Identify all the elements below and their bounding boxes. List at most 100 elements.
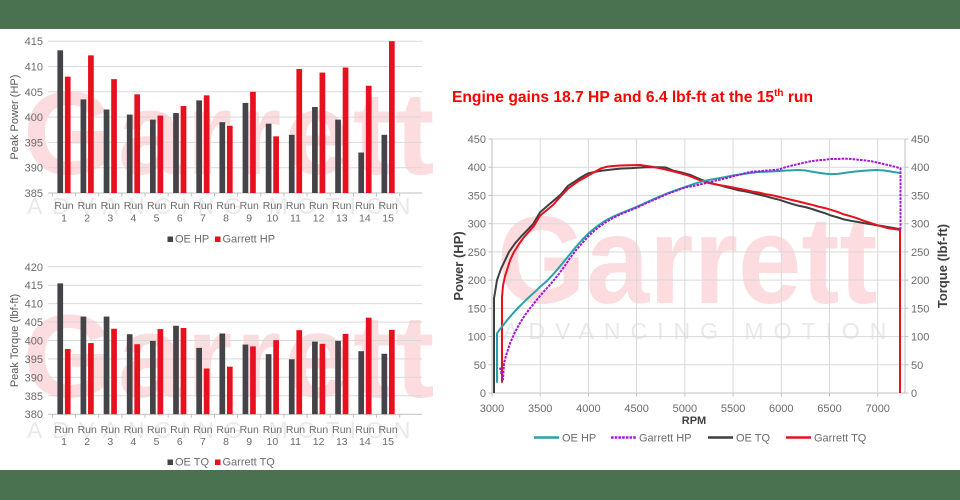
svg-text:50: 50: [911, 360, 923, 372]
svg-text:400: 400: [25, 336, 43, 348]
svg-text:OE TQ: OE TQ: [175, 457, 209, 469]
svg-text:200: 200: [911, 275, 929, 287]
svg-text:Garrett TQ: Garrett TQ: [814, 433, 867, 445]
svg-text:6: 6: [177, 212, 183, 224]
svg-text:Peak Power (HP): Peak Power (HP): [9, 75, 21, 160]
svg-text:Run: Run: [240, 200, 259, 212]
svg-text:Run: Run: [147, 424, 166, 436]
svg-text:150: 150: [911, 303, 929, 315]
svg-text:400: 400: [911, 162, 929, 174]
svg-text:5: 5: [154, 436, 160, 448]
svg-text:385: 385: [25, 391, 43, 403]
svg-text:Run: Run: [170, 424, 189, 436]
svg-text:Run: Run: [263, 424, 282, 436]
svg-text:400: 400: [25, 112, 43, 124]
svg-text:395: 395: [25, 354, 43, 366]
svg-text:350: 350: [468, 190, 486, 202]
svg-text:RPM: RPM: [682, 415, 706, 427]
svg-text:250: 250: [911, 247, 929, 259]
svg-text:5500: 5500: [721, 403, 745, 415]
svg-text:9: 9: [246, 436, 252, 448]
svg-text:10: 10: [267, 436, 279, 448]
svg-text:14: 14: [359, 212, 371, 224]
svg-text:Garrett HP: Garrett HP: [223, 234, 276, 246]
svg-text:400: 400: [468, 162, 486, 174]
svg-text:415: 415: [25, 36, 43, 48]
svg-text:Run: Run: [78, 200, 97, 212]
svg-text:5: 5: [154, 212, 160, 224]
svg-text:Run: Run: [355, 424, 374, 436]
svg-text:Run: Run: [286, 424, 305, 436]
svg-text:4: 4: [130, 436, 136, 448]
svg-text:Run: Run: [124, 424, 143, 436]
svg-text:6500: 6500: [817, 403, 841, 415]
svg-text:7: 7: [200, 436, 206, 448]
svg-text:11: 11: [290, 212, 301, 224]
svg-text:12: 12: [313, 212, 325, 224]
svg-text:395: 395: [25, 137, 43, 149]
svg-text:4500: 4500: [624, 403, 648, 415]
svg-text:415: 415: [25, 280, 43, 292]
svg-text:4000: 4000: [576, 403, 600, 415]
svg-text:405: 405: [25, 87, 43, 99]
svg-text:1: 1: [61, 212, 67, 224]
svg-text:3000: 3000: [480, 403, 504, 415]
svg-text:405: 405: [25, 317, 43, 329]
svg-text:Run: Run: [332, 424, 351, 436]
svg-text:Run: Run: [147, 200, 166, 212]
svg-text:12: 12: [313, 436, 325, 448]
svg-text:13: 13: [336, 212, 348, 224]
svg-text:5000: 5000: [673, 403, 697, 415]
svg-text:300: 300: [468, 219, 486, 231]
svg-text:150: 150: [468, 303, 486, 315]
svg-text:Run: Run: [101, 200, 120, 212]
svg-text:2: 2: [84, 212, 90, 224]
svg-text:410: 410: [25, 62, 43, 74]
svg-text:350: 350: [911, 190, 929, 202]
svg-text:Run: Run: [54, 200, 73, 212]
svg-text:Run: Run: [263, 200, 282, 212]
svg-text:Run: Run: [286, 200, 305, 212]
svg-text:3: 3: [107, 436, 113, 448]
svg-text:450: 450: [468, 134, 486, 146]
svg-text:100: 100: [468, 332, 486, 344]
svg-text:8: 8: [223, 212, 229, 224]
svg-text:3500: 3500: [528, 403, 552, 415]
svg-text:Run: Run: [355, 200, 374, 212]
svg-text:410: 410: [25, 299, 43, 311]
svg-text:15: 15: [382, 436, 394, 448]
svg-text:50: 50: [474, 360, 486, 372]
svg-text:300: 300: [911, 219, 929, 231]
svg-text:Garrett HP: Garrett HP: [639, 433, 692, 445]
svg-text:Power (HP): Power (HP): [451, 231, 466, 300]
svg-text:Run: Run: [216, 424, 235, 436]
svg-text:7000: 7000: [865, 403, 889, 415]
svg-text:Garrett TQ: Garrett TQ: [223, 457, 276, 469]
svg-text:Run: Run: [309, 200, 328, 212]
svg-text:Peak Torque (lbf-ft): Peak Torque (lbf-ft): [9, 294, 21, 387]
svg-text:6: 6: [177, 436, 183, 448]
svg-text:Run: Run: [124, 200, 143, 212]
svg-text:200: 200: [468, 275, 486, 287]
svg-text:6000: 6000: [769, 403, 793, 415]
svg-text:450: 450: [911, 134, 929, 146]
svg-text:OE HP: OE HP: [175, 234, 209, 246]
svg-text:OE HP: OE HP: [562, 433, 596, 445]
svg-text:10: 10: [267, 212, 279, 224]
svg-text:420: 420: [25, 262, 43, 274]
svg-text:380: 380: [25, 409, 43, 421]
svg-text:11: 11: [290, 436, 301, 448]
svg-text:250: 250: [468, 247, 486, 259]
svg-text:0: 0: [911, 388, 917, 400]
svg-text:2: 2: [84, 436, 90, 448]
svg-text:390: 390: [25, 372, 43, 384]
svg-text:13: 13: [336, 436, 348, 448]
svg-text:390: 390: [25, 163, 43, 175]
svg-text:Run: Run: [378, 424, 397, 436]
svg-text:Run: Run: [309, 424, 328, 436]
svg-text:Run: Run: [332, 200, 351, 212]
svg-text:15: 15: [382, 212, 394, 224]
svg-text:Run: Run: [378, 200, 397, 212]
svg-text:7: 7: [200, 212, 206, 224]
svg-text:385: 385: [25, 188, 43, 200]
